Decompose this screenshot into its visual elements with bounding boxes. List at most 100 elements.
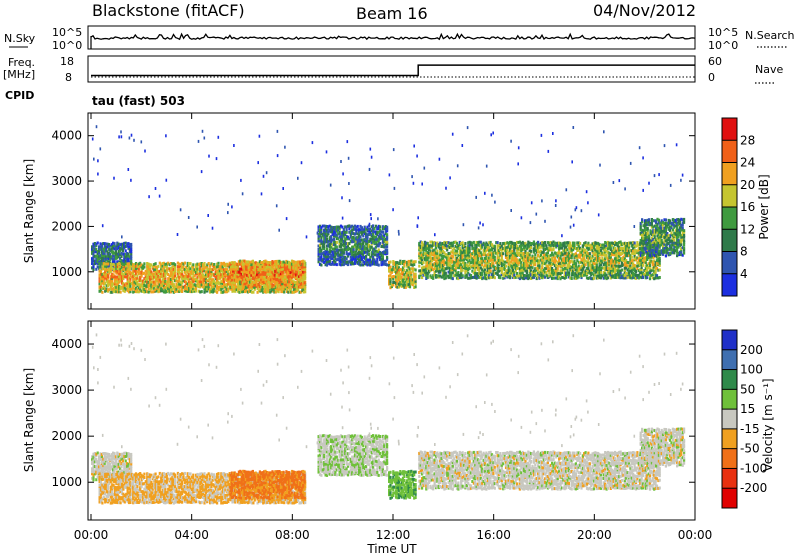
power-cell <box>127 267 131 271</box>
power-cell <box>573 244 576 248</box>
power-cell <box>98 285 101 289</box>
power-cell <box>400 280 403 284</box>
power-cell <box>121 244 124 248</box>
power-cell <box>339 224 343 228</box>
power-cell <box>611 267 614 270</box>
power-cell <box>211 285 214 289</box>
power-cell <box>337 228 340 232</box>
power-cell <box>140 265 143 269</box>
power-cell <box>92 249 95 253</box>
power-cell <box>485 249 488 253</box>
power-cell <box>225 264 228 268</box>
power-cell <box>271 274 274 278</box>
power-cell <box>332 262 336 266</box>
power-cell <box>369 230 372 234</box>
power-cell <box>612 266 615 270</box>
power-cell <box>488 246 491 250</box>
power-cell <box>351 224 354 228</box>
power-cell <box>236 267 239 271</box>
power-cell <box>224 268 227 271</box>
power-cell <box>323 224 326 228</box>
power-cell <box>105 268 108 272</box>
power-cell <box>513 258 516 262</box>
power-cell <box>469 253 473 257</box>
power-cell <box>613 253 617 257</box>
power-cell <box>232 267 235 271</box>
power-cell <box>143 277 146 281</box>
power-cell <box>576 268 579 272</box>
power-cell <box>403 264 406 268</box>
power-cell <box>150 277 153 281</box>
power-cell <box>588 263 591 267</box>
power-cell <box>429 266 432 269</box>
power-cell <box>520 274 523 278</box>
power-cell <box>622 273 625 277</box>
power-cell <box>532 263 535 267</box>
power-cell <box>462 249 466 253</box>
power-cell <box>558 272 561 275</box>
power-cell <box>123 245 126 249</box>
power-cell <box>136 264 139 268</box>
power-cell <box>595 263 598 267</box>
power-cell <box>146 277 149 281</box>
power-cell <box>486 266 489 269</box>
power-cell <box>295 287 298 291</box>
power-cell <box>339 263 343 267</box>
power-cell <box>457 254 460 258</box>
power-cell <box>335 237 338 240</box>
power-cell <box>207 274 210 278</box>
power-cell <box>176 269 179 273</box>
power-cell <box>544 241 547 244</box>
power-cell <box>521 265 524 269</box>
power-cell <box>299 274 302 278</box>
power-cell <box>613 271 617 274</box>
power-cell <box>359 242 362 246</box>
power-cell <box>469 276 473 280</box>
power-cell <box>475 272 478 276</box>
power-cell <box>517 266 520 270</box>
power-cell <box>488 266 491 270</box>
power-cell <box>321 234 324 238</box>
power-cell <box>360 226 363 230</box>
power-cell <box>174 266 177 270</box>
freq-panel <box>87 55 696 83</box>
power-cell <box>630 271 633 275</box>
power-cell <box>111 282 114 285</box>
power-cell <box>341 231 344 234</box>
power-cell <box>334 245 337 248</box>
power-cell <box>513 273 516 277</box>
power-cell <box>272 283 275 287</box>
power-cell <box>150 287 153 291</box>
power-cell <box>408 280 412 284</box>
power-cell <box>227 289 230 293</box>
power-cell <box>362 263 365 267</box>
power-cell <box>132 267 135 271</box>
power-cell <box>318 228 322 232</box>
power-cell <box>486 243 489 247</box>
power-cell <box>155 286 159 290</box>
power-cell <box>469 241 473 245</box>
power-cell <box>426 246 429 250</box>
power-cell <box>595 241 598 245</box>
power-cell <box>482 265 485 269</box>
freq-tick-bottom: 8 <box>65 71 72 84</box>
power-cell <box>608 266 611 270</box>
power-cell <box>165 283 168 287</box>
power-cell <box>379 252 382 256</box>
power-cell <box>623 258 626 262</box>
power-cell <box>514 264 517 268</box>
power-cell <box>360 246 363 250</box>
power-cell <box>426 253 429 257</box>
power-cell <box>285 263 288 267</box>
power-cell <box>404 283 407 287</box>
power-cell <box>609 267 612 271</box>
power-cell <box>167 261 170 265</box>
power-cell <box>101 279 104 283</box>
power-cell <box>403 277 406 281</box>
power-cell <box>122 285 125 289</box>
power-cell <box>462 244 466 248</box>
power-cell <box>455 266 459 270</box>
power-cell <box>323 253 326 257</box>
power-cell <box>518 258 521 262</box>
power-cell <box>256 278 259 282</box>
